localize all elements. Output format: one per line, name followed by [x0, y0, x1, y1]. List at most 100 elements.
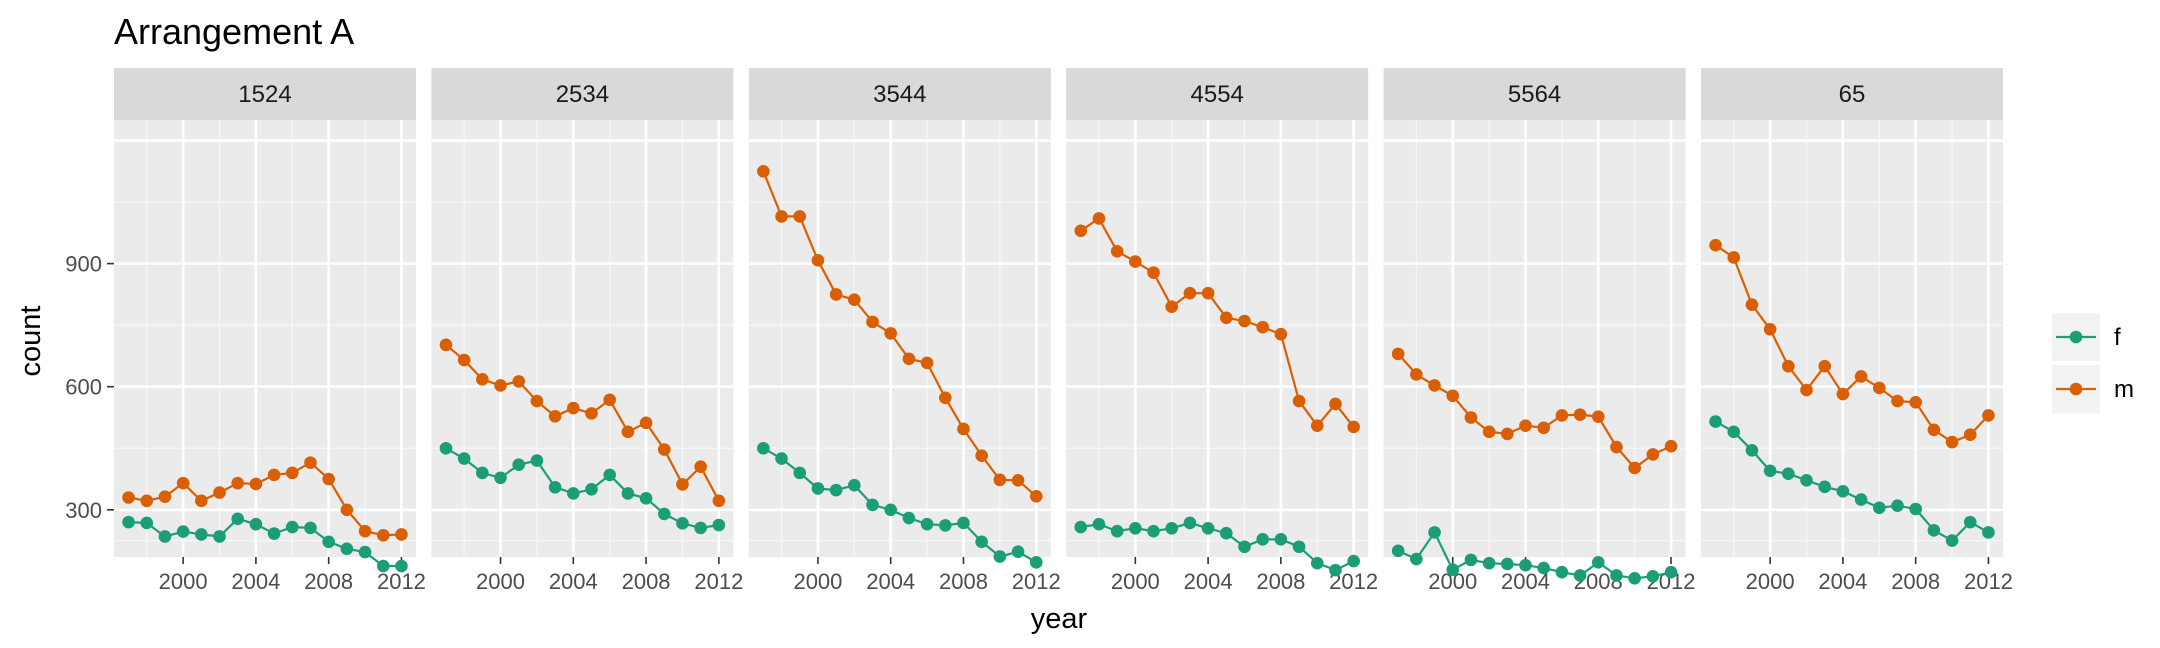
- panel-background: [1066, 120, 1369, 557]
- data-point-f: [1818, 480, 1832, 494]
- series-line-f: [1080, 521, 1355, 572]
- x-tick-label: 2000: [159, 569, 208, 594]
- y-tick-label: 300: [65, 498, 102, 523]
- y-tick-label: 900: [65, 252, 102, 277]
- data-point-f: [1927, 524, 1941, 537]
- series-line-m: [1714, 244, 1990, 444]
- data-point-f: [957, 516, 970, 530]
- data-point-m: [866, 315, 879, 329]
- data-point-f: [1464, 553, 1478, 567]
- data-point-m: [1537, 421, 1550, 435]
- data-point-f: [249, 517, 263, 531]
- data-point-m: [1664, 439, 1678, 453]
- series-line-m: [1080, 216, 1355, 428]
- data-point-m: [603, 393, 616, 407]
- data-point-m: [122, 491, 135, 504]
- facet-strip: [1701, 68, 2003, 120]
- x-tick-label: 2004: [549, 569, 598, 594]
- data-point-f: [793, 466, 807, 480]
- x-tick-label: 2000: [793, 569, 842, 594]
- data-point-f: [340, 542, 354, 556]
- data-point-m: [902, 352, 916, 366]
- data-point-m: [1836, 387, 1850, 401]
- series-line-m: [128, 461, 402, 537]
- series-line-m: [762, 170, 1037, 498]
- data-point-m: [358, 524, 372, 538]
- data-point-f: [476, 466, 489, 480]
- facet-strip-label: 1524: [238, 81, 291, 108]
- data-point-f: [1274, 533, 1288, 546]
- facet-panel-65: 65 2000 2004 2008 2012: [1701, 68, 2013, 594]
- data-point-f: [1183, 516, 1197, 530]
- data-point-m: [340, 503, 354, 517]
- series-line-f: [1397, 530, 1672, 580]
- data-point-m: [712, 494, 726, 508]
- data-point-f: [530, 454, 544, 467]
- data-point-f: [1591, 556, 1605, 569]
- data-point-f: [757, 441, 770, 455]
- data-point-m: [1110, 245, 1124, 258]
- x-tick-label: 2008: [304, 569, 353, 594]
- data-point-m: [1446, 389, 1460, 403]
- data-point-m: [176, 476, 190, 490]
- x-tick-label: 2008: [622, 569, 671, 594]
- data-point-f: [920, 517, 934, 531]
- data-point-m: [757, 164, 770, 178]
- legend-key-point: [2069, 330, 2083, 344]
- data-point-m: [1482, 425, 1496, 439]
- panel-background: [1383, 120, 1686, 557]
- data-point-m: [1219, 311, 1233, 325]
- data-point-m: [1292, 394, 1306, 408]
- data-point-m: [1945, 435, 1959, 449]
- data-point-f: [322, 535, 335, 549]
- data-point-m: [1573, 408, 1587, 421]
- x-tick-label: 2004: [1184, 569, 1233, 594]
- data-point-m: [1745, 298, 1759, 311]
- data-point-m: [639, 416, 653, 430]
- facet-strip: [114, 68, 416, 120]
- data-point-f: [938, 519, 952, 532]
- data-point-m: [304, 456, 317, 469]
- data-point-f: [494, 471, 507, 485]
- data-point-f: [195, 528, 208, 541]
- data-point-m: [195, 494, 208, 508]
- data-point-f: [1664, 565, 1678, 579]
- data-point-f: [1292, 540, 1306, 554]
- data-point-m: [1854, 370, 1868, 383]
- data-point-f: [1110, 524, 1124, 538]
- x-tick-label: 2000: [1746, 569, 1795, 594]
- data-point-m: [476, 373, 489, 386]
- facet-strip: [431, 68, 734, 120]
- data-point-f: [1410, 552, 1423, 566]
- data-point-f: [1011, 545, 1025, 558]
- facet-panel-2534: 2534 2000 2004 2008 2012: [431, 68, 743, 594]
- data-point-m: [267, 468, 281, 482]
- data-point-m: [1872, 381, 1886, 395]
- data-point-f: [1092, 517, 1106, 531]
- data-point-m: [395, 528, 408, 541]
- data-point-f: [158, 530, 172, 543]
- data-point-f: [1982, 526, 1995, 539]
- data-point-f: [902, 511, 916, 525]
- data-point-m: [1709, 238, 1722, 252]
- facet-strip-label: 5564: [1508, 81, 1561, 108]
- data-point-m: [1727, 251, 1741, 264]
- x-tick-label: 2008: [939, 569, 988, 594]
- data-point-f: [1310, 556, 1324, 570]
- data-point-m: [657, 443, 671, 456]
- data-point-m: [1927, 423, 1941, 437]
- data-point-f: [457, 452, 471, 465]
- data-point-f: [512, 458, 526, 471]
- x-tick-label: 2000: [1111, 569, 1160, 594]
- data-point-f: [811, 482, 825, 495]
- data-point-m: [1428, 379, 1441, 392]
- data-point-f: [1129, 521, 1142, 535]
- data-point-m: [1555, 409, 1569, 422]
- data-point-m: [884, 327, 898, 340]
- data-point-f: [1610, 569, 1623, 582]
- data-point-f: [975, 535, 988, 549]
- x-tick-label: 2008: [1891, 569, 1940, 594]
- data-point-m: [829, 288, 843, 301]
- data-point-f: [1519, 558, 1532, 572]
- data-point-f: [775, 452, 788, 465]
